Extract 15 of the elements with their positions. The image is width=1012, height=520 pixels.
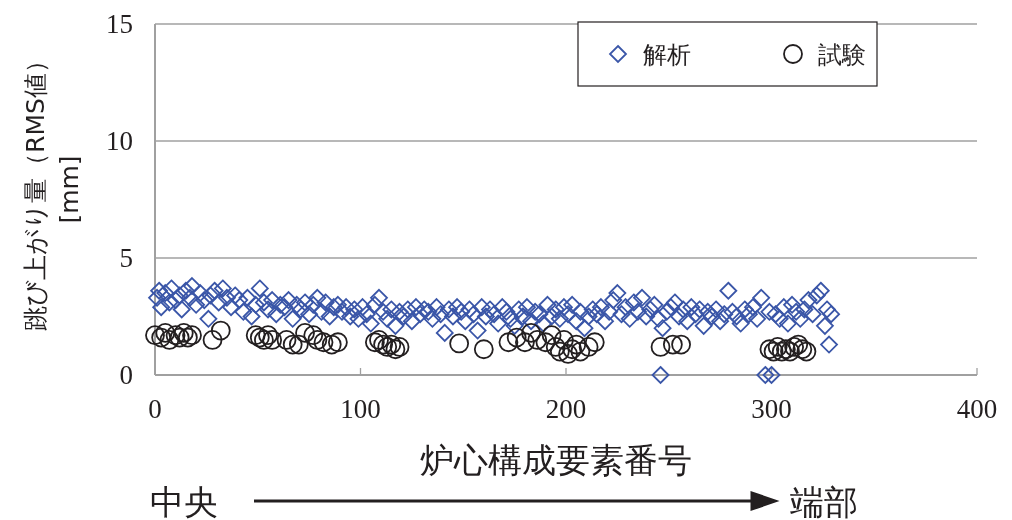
- x-tick-label: 200: [545, 394, 587, 424]
- y-tick-label: 10: [106, 126, 133, 156]
- text: 中央: [150, 482, 218, 520]
- y-tick-label: 5: [119, 243, 133, 273]
- y-tick-label: 15: [106, 9, 133, 39]
- x-axis-title: 炉心構成要素番号: [420, 440, 692, 480]
- x-tick-label: 100: [340, 394, 381, 424]
- x-tick-label: 300: [751, 394, 792, 424]
- y-tick-label: 0: [119, 360, 133, 390]
- legend-label: 試験: [818, 41, 866, 69]
- x-tick-label: 400: [956, 394, 998, 424]
- legend-label: 解析: [643, 41, 691, 69]
- x-tick-label: 0: [148, 394, 162, 424]
- text: 端部: [790, 482, 858, 520]
- y-axis-title: 跳び上がり量（RMS値） [mm]: [21, 48, 84, 331]
